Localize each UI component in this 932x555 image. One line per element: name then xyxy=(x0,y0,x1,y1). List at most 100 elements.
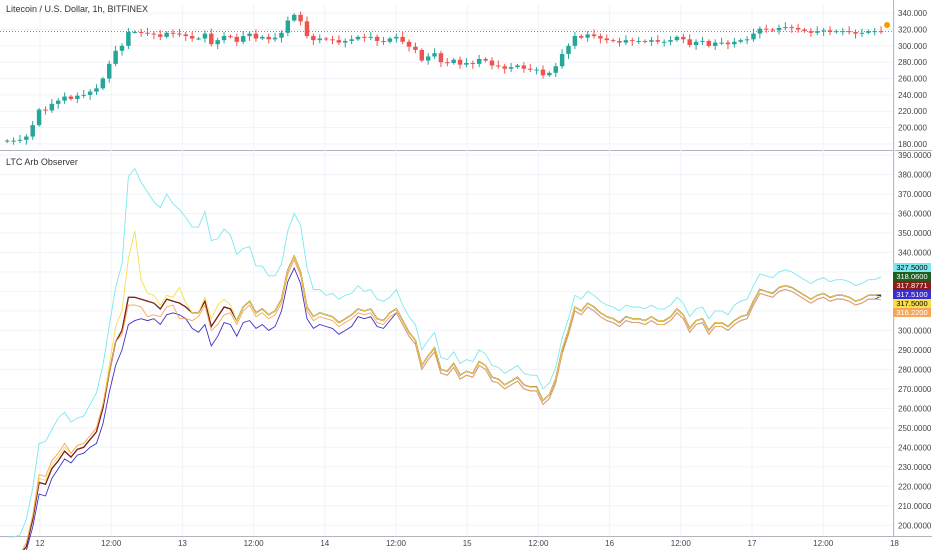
candle-body xyxy=(438,53,444,63)
time-tick-label: 12 xyxy=(36,539,45,548)
candle-body xyxy=(642,40,648,42)
candle-body xyxy=(49,103,55,111)
candle-body xyxy=(496,65,501,67)
indicator-axis-tick-label: 370.0000 xyxy=(898,190,932,199)
candle-body xyxy=(470,63,476,65)
candle-body xyxy=(878,31,884,33)
indicator-axis-tick-label: 250.0000 xyxy=(898,424,932,433)
price-axis-tick-label: 320.000 xyxy=(898,26,927,35)
price-axis-tick-label: 280.000 xyxy=(898,58,927,67)
indicator-series-line xyxy=(16,230,882,555)
candle-body xyxy=(355,36,361,40)
candle-body xyxy=(700,40,705,42)
indicator-axis-tick-label: 240.0000 xyxy=(898,443,932,452)
candle-body xyxy=(636,40,641,42)
candle-body xyxy=(209,33,214,45)
candle-body xyxy=(400,36,405,42)
candle-body xyxy=(425,56,431,61)
candle-body xyxy=(687,39,692,46)
candle-body xyxy=(317,38,322,41)
candle-body xyxy=(649,40,654,42)
candle-body xyxy=(432,53,437,57)
candle-body xyxy=(126,31,131,46)
candle-body xyxy=(795,27,801,30)
candle-body xyxy=(732,41,737,45)
indicator-axis-tick-label: 390.0000 xyxy=(898,151,932,160)
price-chart-title: Litecoin / U.S. Dollar, 1h, BITFINEX xyxy=(6,4,149,14)
candle-body xyxy=(617,40,622,43)
time-tick-label: 16 xyxy=(605,539,614,548)
indicator-axis-tick-label: 380.0000 xyxy=(898,170,932,179)
candle-body xyxy=(11,140,16,142)
time-tick-label: 17 xyxy=(748,539,757,548)
candle-body xyxy=(802,29,807,32)
candle-body xyxy=(712,42,718,46)
time-tick-label: 12:00 xyxy=(386,539,407,548)
last-value-tag: 318.0600 xyxy=(893,272,931,281)
time-tick-label: 15 xyxy=(463,539,472,548)
candle-body xyxy=(387,38,393,42)
candle-body xyxy=(661,41,667,43)
candle-body xyxy=(107,63,112,79)
candle-body xyxy=(17,139,23,141)
candle-body xyxy=(368,36,374,38)
candle-body xyxy=(113,50,118,64)
candle-body xyxy=(693,41,699,46)
indicator-axis-tick-label: 230.0000 xyxy=(898,463,932,472)
candle-body xyxy=(304,21,310,37)
candle-body xyxy=(547,72,552,76)
candle-body xyxy=(36,109,42,126)
candle-body xyxy=(604,38,610,41)
candle-body xyxy=(489,60,495,66)
candle-body xyxy=(374,36,380,41)
candle-body xyxy=(394,36,399,39)
indicator-axis-tick-label: 350.0000 xyxy=(898,229,932,238)
candle-body xyxy=(419,49,425,61)
candle-body xyxy=(349,39,354,41)
indicator-axis-tick-label: 210.0000 xyxy=(898,502,932,511)
candle-body xyxy=(719,42,724,44)
candle-body xyxy=(81,94,86,96)
candle-body xyxy=(145,32,150,34)
time-tick-label: 18 xyxy=(890,539,899,548)
candle-body xyxy=(119,45,125,51)
price-axis-tick-label: 200.000 xyxy=(898,124,927,133)
candle-body xyxy=(279,32,284,38)
price-axis-tick-label: 180.000 xyxy=(898,140,927,149)
candle-body xyxy=(164,32,169,37)
candle-body xyxy=(55,100,61,104)
candle-body xyxy=(751,33,756,40)
candle-body xyxy=(311,36,316,41)
candle-body xyxy=(266,36,271,40)
candle-body xyxy=(260,36,265,39)
candle-body xyxy=(62,96,67,101)
candle-body xyxy=(566,45,571,55)
candle-body xyxy=(138,31,144,33)
indicator-series-line xyxy=(7,167,882,538)
candle-body xyxy=(502,66,507,69)
time-tick-label: 13 xyxy=(178,539,187,548)
indicator-title: LTC Arb Observer xyxy=(6,157,78,167)
candle-body xyxy=(579,36,584,38)
candle-body xyxy=(291,14,297,21)
candle-body xyxy=(572,36,578,46)
candle-body xyxy=(776,27,782,31)
candle-body xyxy=(362,36,367,38)
candle-body xyxy=(476,58,482,64)
candle-body xyxy=(706,40,712,46)
candle-body xyxy=(240,36,246,42)
candle-body xyxy=(451,59,456,64)
candle-body xyxy=(540,69,546,76)
alert-dot xyxy=(884,22,891,29)
candle-body xyxy=(75,95,80,99)
time-tick-label: 12:00 xyxy=(101,539,122,548)
candle-body xyxy=(815,31,820,33)
candle-body xyxy=(298,14,303,22)
candle-body xyxy=(827,30,833,32)
price-axis-tick-label: 260.000 xyxy=(898,75,927,84)
candle-body xyxy=(457,59,463,65)
candle-body xyxy=(866,31,871,33)
candle-body xyxy=(744,39,750,41)
candle-body xyxy=(132,31,137,33)
